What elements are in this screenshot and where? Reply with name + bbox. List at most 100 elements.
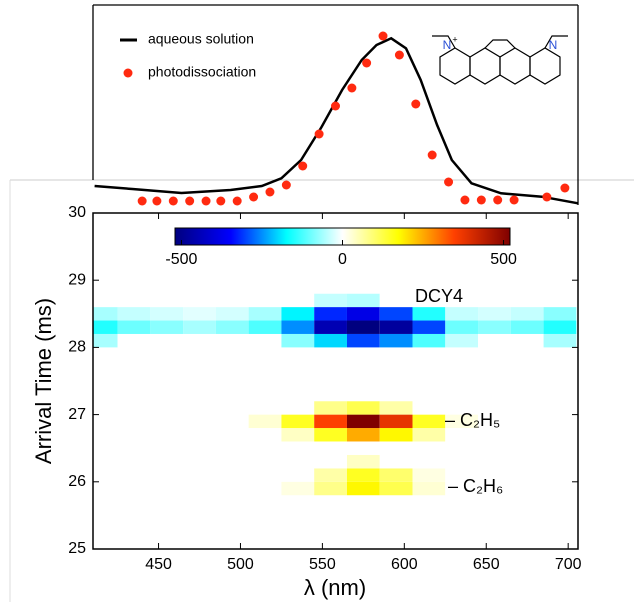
axis-frame [92,212,579,550]
heat-cell [117,508,151,523]
heat-cell [281,468,315,482]
heat-cell [412,307,446,321]
heat-cell [445,387,479,402]
data-point [560,183,570,193]
heat-cell [314,266,347,281]
heat-cell [93,280,118,294]
heat-cell [445,508,479,523]
heat-cell [379,374,413,388]
heat-cell [478,468,511,482]
heat-cell [150,508,184,523]
heat-cell [248,468,282,482]
x-tick-label: 650 [473,556,500,573]
heat-cell [183,454,216,469]
heat-cell [183,495,216,509]
molecule [432,35,568,85]
data-point [394,50,404,60]
heat-cell [215,468,249,482]
heat-cell [281,535,315,549]
heat-cell [183,320,216,334]
heat-cell [478,293,511,308]
heat-cell [412,414,446,429]
heat-cell [379,320,413,334]
heat-cell [543,414,577,429]
heat-cell [117,495,151,509]
heat-cell [281,374,315,388]
heat-cell [379,266,413,281]
heat-cell [314,454,347,469]
heat-cell [183,293,216,308]
heat-cell [117,387,151,402]
heat-cell [215,347,249,361]
heat-cell [478,360,511,375]
heat-cell [281,441,315,455]
heat-cell [412,428,446,442]
heat-cell [346,266,380,281]
heat-cell [183,441,216,455]
heat-cell [478,280,511,294]
heat-cell [93,441,118,455]
heat-cell [248,333,282,348]
heat-cell [412,535,446,549]
heat-cell [314,320,347,334]
data-point [542,192,552,202]
heat-cell [117,293,151,308]
heat-cell [248,307,282,321]
heat-cell [314,374,347,388]
heat-cell [248,280,282,294]
heat-cell [314,253,347,267]
heat-cell [117,454,151,469]
data-point [460,195,470,205]
data-point [476,195,486,205]
heat-cell [379,441,413,455]
heat-cell [346,508,380,523]
heat-cell [150,280,184,294]
heat-cell [150,495,184,509]
heat-cell [346,360,380,375]
heat-cell [117,414,151,429]
heat-cell [379,293,413,308]
heat-cell [543,253,577,267]
heat-cell [379,387,413,402]
heat-cell [346,428,380,442]
heat-cell [412,253,446,267]
heat-cell [281,213,315,227]
heat-cell [543,495,577,509]
heat-cell [215,253,249,267]
heat-cell [543,428,577,442]
heat-cell [281,414,315,429]
heat-cell [346,522,380,536]
heat-cell [379,428,413,442]
data-point [168,196,178,206]
heat-cell [117,266,151,281]
heat-cell [281,522,315,536]
heat-cell [510,280,544,294]
heat-cell [248,481,282,496]
heat-cell [379,522,413,536]
heat-cell [510,468,544,482]
heat-cell [445,333,479,348]
heat-cell [150,441,184,455]
heat-cell [412,441,446,455]
heat-cell [215,414,249,429]
heat-cell [510,522,544,536]
heat-cell [150,468,184,482]
heat-cell [215,213,249,227]
heat-cell [183,253,216,267]
heat-cell [510,454,544,469]
heat-cell [346,495,380,509]
heat-cell [117,468,151,482]
heat-cell [93,428,118,442]
heat-cell [379,280,413,294]
heat-cell [445,454,479,469]
heat-cell [445,213,479,227]
heat-cell [248,495,282,509]
data-point [362,58,372,68]
heat-cell [215,387,249,402]
heat-cell [117,213,151,227]
heat-cell [379,481,413,496]
data-line [94,36,579,205]
heat-cell [93,508,118,523]
colorbar-tick-label: -500 [165,251,197,268]
